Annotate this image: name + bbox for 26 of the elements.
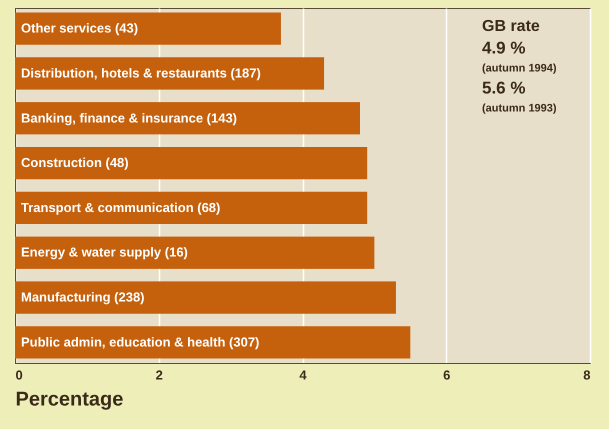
y-tick-label: Distribution, hotels & restaurants (187) [21, 65, 261, 80]
x-tick-label: 2 [156, 368, 163, 382]
y-tick-label: Banking, finance & insurance (143) [21, 110, 238, 126]
bar [15, 236, 374, 269]
annotation: 5.6 % [482, 78, 526, 98]
x-tick-label: 4 [299, 368, 308, 382]
annotation: 4.9 % [482, 38, 526, 58]
annotation: GB rate [482, 18, 540, 35]
bar [15, 146, 368, 180]
bar [15, 102, 360, 134]
bar [15, 12, 281, 45]
annotation: (autumn 1994) [482, 62, 557, 74]
x-tick-label: 0 [16, 368, 23, 382]
bar [15, 281, 396, 314]
x-tick-label: 6 [443, 368, 450, 382]
y-tick-label: Public admin, education & health (307) [21, 334, 260, 350]
y-tick-label: Energy & water supply (16) [21, 244, 188, 260]
y-tick-label: Manufacturing (238) [21, 290, 145, 305]
x-axis-title: Percentage [16, 388, 124, 410]
bar [15, 326, 410, 359]
bar [15, 192, 368, 224]
y-tick-label: Transport & communication (68) [21, 200, 220, 215]
y-tick-label: Other services (43) [21, 20, 138, 36]
annotation: (autumn 1993) [482, 102, 557, 114]
y-tick-label: Construction (48) [21, 155, 129, 170]
x-tick-label: 8 [583, 368, 590, 382]
